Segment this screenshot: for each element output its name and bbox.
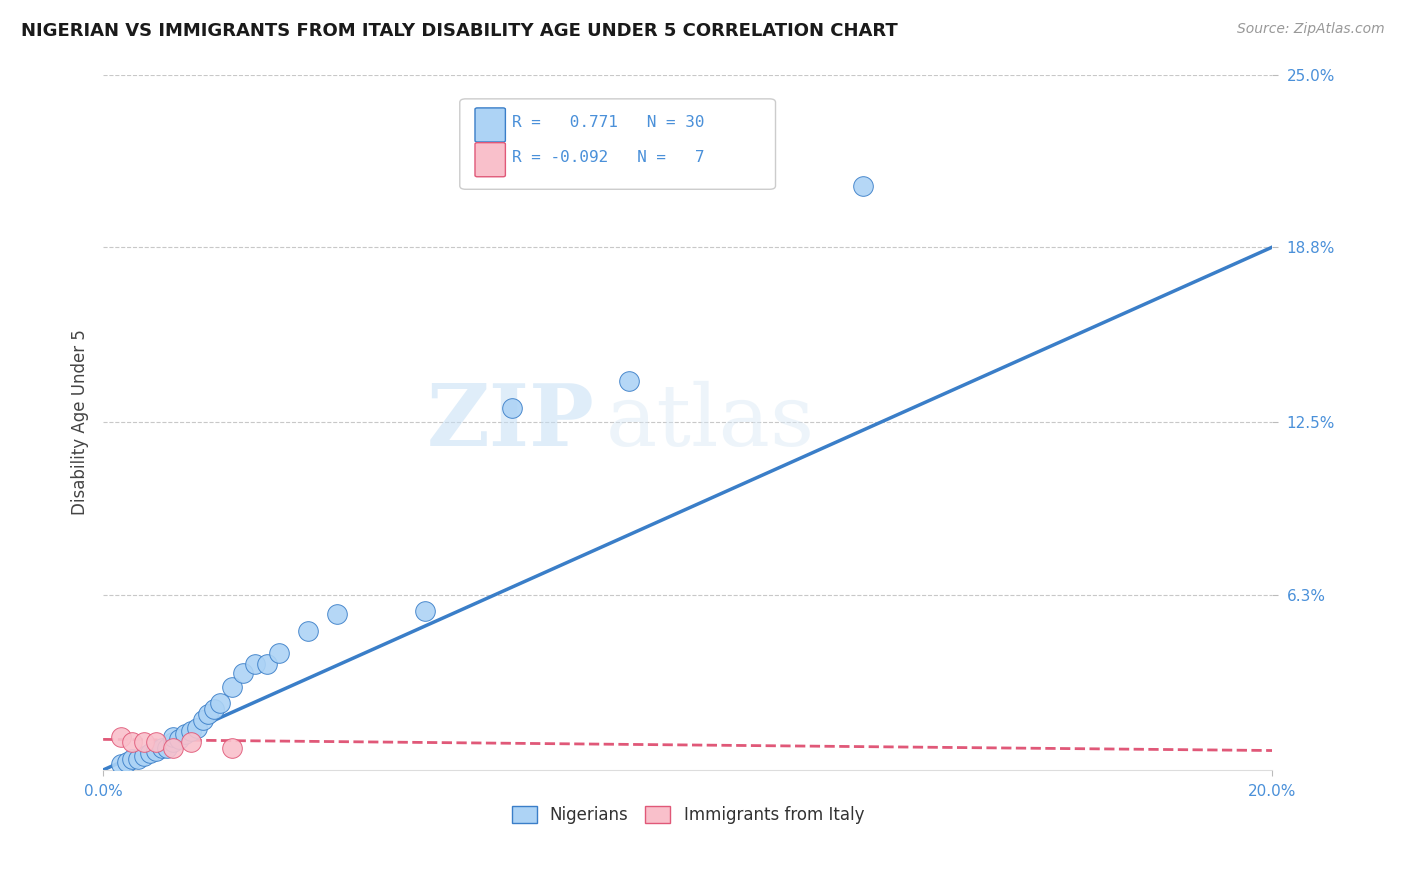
Point — [197, 707, 219, 722]
Point — [132, 735, 155, 749]
Text: ZIP: ZIP — [426, 380, 595, 464]
Point — [221, 740, 243, 755]
Point — [132, 749, 155, 764]
Point — [150, 740, 173, 755]
Text: R = -0.092   N =   7: R = -0.092 N = 7 — [512, 150, 704, 165]
FancyBboxPatch shape — [475, 108, 505, 142]
Point — [167, 732, 190, 747]
Point — [162, 735, 184, 749]
Point — [110, 757, 132, 772]
Legend: Nigerians, Immigrants from Italy: Nigerians, Immigrants from Italy — [512, 806, 865, 824]
Point — [243, 657, 266, 672]
Point — [256, 657, 278, 672]
Point — [852, 178, 875, 193]
Point — [186, 721, 208, 735]
Point — [326, 607, 349, 622]
Point — [202, 702, 225, 716]
Point — [191, 713, 214, 727]
Point — [162, 730, 184, 744]
Point — [145, 743, 167, 757]
Point — [232, 665, 254, 680]
Point — [297, 624, 319, 638]
Point — [110, 730, 132, 744]
Y-axis label: Disability Age Under 5: Disability Age Under 5 — [72, 329, 89, 516]
Text: atlas: atlas — [606, 381, 815, 464]
Point — [413, 604, 436, 618]
Point — [162, 740, 184, 755]
Point — [619, 374, 641, 388]
Text: NIGERIAN VS IMMIGRANTS FROM ITALY DISABILITY AGE UNDER 5 CORRELATION CHART: NIGERIAN VS IMMIGRANTS FROM ITALY DISABI… — [21, 22, 898, 40]
Point — [145, 735, 167, 749]
Point — [267, 646, 290, 660]
Point — [501, 401, 523, 416]
Point — [121, 735, 143, 749]
Point — [221, 680, 243, 694]
Point — [139, 747, 162, 761]
Point — [121, 752, 143, 766]
Text: R =   0.771   N = 30: R = 0.771 N = 30 — [512, 115, 704, 130]
Point — [180, 724, 202, 739]
Point — [127, 752, 149, 766]
Point — [174, 727, 197, 741]
Point — [115, 755, 138, 769]
Text: Source: ZipAtlas.com: Source: ZipAtlas.com — [1237, 22, 1385, 37]
Point — [156, 740, 179, 755]
FancyBboxPatch shape — [475, 143, 505, 177]
FancyBboxPatch shape — [460, 99, 776, 189]
Point — [180, 735, 202, 749]
Point — [209, 696, 232, 710]
